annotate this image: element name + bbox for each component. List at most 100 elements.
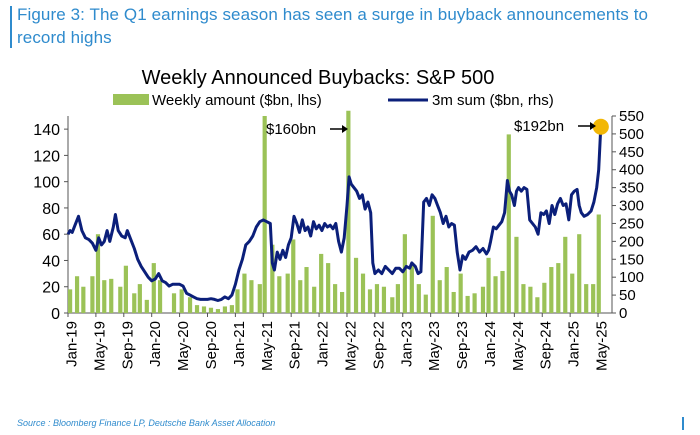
bar [291,239,296,313]
bar [472,293,477,313]
left-tick-label: 60 [42,227,60,244]
figure-caption: Figure 3: The Q1 earnings season has see… [17,5,649,47]
line-series [66,126,603,302]
bar [542,282,547,313]
bar [151,263,156,313]
right-tick-label: 100 [619,269,644,286]
bar [81,286,86,313]
bar [584,284,589,313]
bar [596,214,601,313]
bar [157,280,163,313]
annotation-label: $192bn [514,118,564,135]
legend: Weekly amount ($bn, lhs) 3m sum ($bn, rh… [113,92,554,109]
x-tick-label: Sep-23 [454,321,471,369]
bar [340,291,345,313]
x-tick-label: Jan-24 [482,321,499,367]
legend-swatch-bars [113,94,149,105]
annotation-arrowhead [590,122,596,130]
bar [535,297,540,313]
bar [74,276,80,313]
x-tick-label: May-19 [91,321,108,371]
bar [229,305,234,313]
legend-label-bars: Weekly amount ($bn, lhs) [152,92,322,109]
bar [570,273,575,313]
annotation-label-hidden: $160bn [258,121,308,138]
right-tick-label: 250 [619,215,644,232]
bar [465,295,470,313]
bar [270,244,275,313]
bar [132,293,137,313]
bar [346,110,351,313]
right-tick-label: 200 [619,233,644,250]
x-tick-label: Jan-19 [63,321,80,367]
highlight-dot [592,118,609,135]
x-tick-label: Sep-19 [119,321,136,369]
bar [493,276,498,313]
bar [257,284,262,313]
bar [374,284,380,313]
bar [123,265,128,313]
bar [458,273,463,313]
bar [451,291,456,313]
bar [95,234,101,313]
footer-accent-bar [682,417,684,430]
right-tick-label: 550 [619,108,644,125]
bar [423,294,428,313]
bar [521,284,526,313]
bar [563,236,568,313]
bar [194,305,200,313]
bar [201,306,207,313]
bar [514,236,519,313]
bar [437,280,442,313]
x-tick-label: May-22 [342,321,359,371]
right-tick-label: 50 [619,287,636,304]
right-tick-label: 350 [619,180,644,197]
left-tick-label: 140 [33,122,60,139]
x-tick-label: Jan-22 [315,321,332,367]
bar [262,116,267,313]
x-tick-label: May-25 [594,321,611,371]
bar [298,280,303,313]
x-tick-label: May-20 [175,321,192,371]
bar [367,289,373,313]
x-tick-label: Sep-20 [203,321,220,369]
bar [500,270,505,313]
bar [409,264,414,313]
bar [395,284,400,313]
bar [333,284,338,313]
right-tick-label: 400 [619,162,644,179]
bar [528,286,533,313]
bar [360,273,366,313]
left-tick-label: 100 [33,175,60,192]
bar [187,297,193,313]
bar [319,253,324,313]
x-tick-label: Jan-20 [147,321,164,367]
right-tick-label: 0 [619,305,627,322]
bar [171,293,177,313]
bar [277,276,282,313]
x-tick-label: Sep-21 [287,321,304,369]
source-note: Source : Bloomberg Finance LP, Deutsche … [17,418,276,428]
bar [549,267,554,313]
bar [381,286,387,313]
bar [326,263,331,313]
left-tick-label: 20 [42,280,60,297]
left-tick-label: 80 [42,201,60,218]
right-tick-label: 150 [619,251,644,268]
bar [353,257,359,313]
left-tick-label: 0 [51,306,60,323]
bar [480,286,486,313]
x-tick-label: May-24 [510,321,527,371]
bar [402,234,407,313]
right-tick-label: 450 [619,144,644,161]
bar [444,267,449,313]
x-tick-label: Jan-25 [566,321,583,367]
bar [486,257,491,313]
bar [144,299,149,313]
bar [416,284,421,313]
bar [591,284,596,313]
bar [235,289,240,313]
bar [312,286,317,313]
bar [285,273,290,313]
